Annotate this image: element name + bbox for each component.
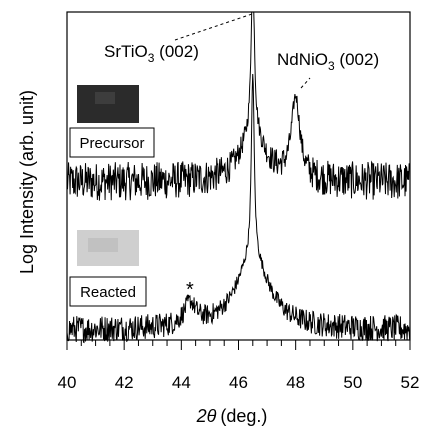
x-tick-label: 46 — [229, 373, 248, 392]
series-line-precursor — [66, 11, 411, 201]
film-leader-line — [300, 77, 311, 89]
x-tick-label: 48 — [286, 373, 305, 392]
substrate-leader-line — [174, 13, 253, 41]
reacted-label: Reacted — [80, 284, 136, 301]
x-tick-label: 50 — [343, 373, 362, 392]
substrate-peak-label: SrTiO3 (002) — [104, 42, 199, 65]
precursor-sample-highlight — [95, 92, 115, 104]
x-tick-label: 52 — [401, 373, 420, 392]
y-axis-label: Log Intensity (arb. unit) — [17, 90, 37, 274]
impurity-star-marker: * — [186, 279, 194, 301]
film-peak-label: NdNiO3 (002) — [277, 50, 379, 73]
reacted-sample-texture — [88, 238, 118, 252]
precursor-label-box — [69, 127, 155, 158]
x-axis-ticks: 40 42 44 46 48 50 52 — [58, 340, 420, 392]
precursor-label: Precursor — [79, 135, 144, 152]
reacted-label-box — [69, 276, 147, 307]
x-tick-label: 40 — [58, 373, 77, 392]
x-axis-label: 2θ (deg.) — [196, 406, 268, 426]
x-tick-label: 44 — [172, 373, 191, 392]
x-tick-label: 42 — [115, 373, 134, 392]
